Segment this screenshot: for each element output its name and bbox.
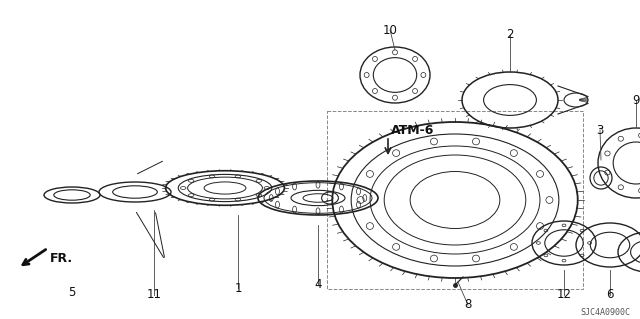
Text: SJC4A0900C: SJC4A0900C (580, 308, 630, 317)
Text: 3: 3 (596, 123, 604, 137)
Text: 8: 8 (464, 299, 472, 311)
Text: 9: 9 (632, 93, 640, 107)
Text: 12: 12 (557, 288, 572, 301)
Text: 2: 2 (506, 28, 514, 41)
Text: FR.: FR. (50, 251, 73, 264)
Text: 11: 11 (147, 288, 161, 301)
Text: 10: 10 (383, 24, 397, 36)
Text: 5: 5 (68, 286, 76, 299)
Text: 1: 1 (234, 281, 242, 294)
Text: 6: 6 (606, 288, 614, 301)
Text: ATM-6: ATM-6 (391, 123, 435, 137)
Text: 4: 4 (314, 278, 322, 292)
